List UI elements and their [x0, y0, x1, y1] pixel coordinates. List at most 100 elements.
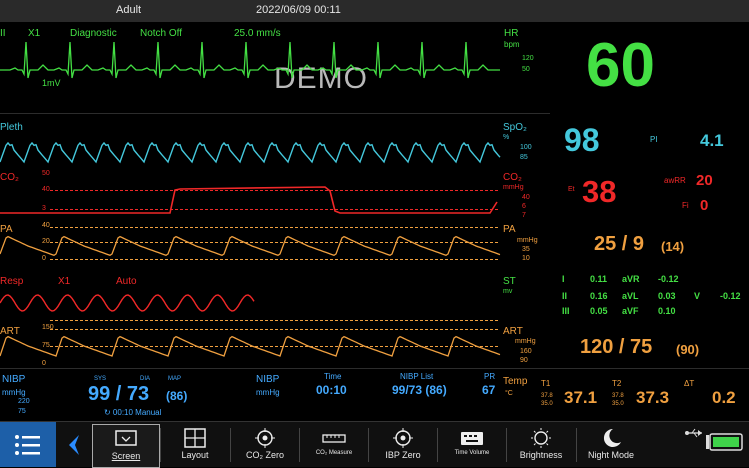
ecg-gain[interactable]: X1 [28, 28, 41, 39]
ecg-scale: 1mV [42, 78, 61, 88]
co2-unit-label: CO₂ [503, 172, 522, 183]
bottom-toolbar: Screen Layout CO₂ Zero CO₂ Measure [0, 421, 749, 468]
co2-zero-button[interactable]: CO₂ Zero [232, 424, 298, 466]
ecg-notch[interactable]: Notch Off [140, 28, 183, 39]
st-lead-label: aVL [622, 291, 639, 301]
art-unit-label: ART [503, 326, 523, 337]
st-lead-value: 0.05 [590, 306, 608, 316]
patient-type[interactable]: Adult [116, 4, 142, 16]
crosshair-icon [393, 428, 413, 448]
pa-value[interactable]: 25 / 9 [594, 233, 645, 255]
ecg-lead-label[interactable]: II [0, 28, 6, 39]
ibp-zero-button[interactable]: IBP Zero [370, 424, 436, 466]
time-volume-button[interactable]: Time Volume [439, 424, 505, 466]
co2-measure-button[interactable]: CO₂ Measure [301, 424, 367, 466]
art-label[interactable]: ART [0, 326, 20, 337]
separator [299, 428, 300, 462]
ecg-waveform [0, 41, 500, 79]
nibp-list-value[interactable]: 99/73 (86) [392, 383, 447, 397]
co2-grid-line [50, 190, 498, 191]
nibp-list-label[interactable]: NIBP List [400, 372, 434, 381]
st-lead-value: 0.11 [590, 274, 608, 284]
nibp-value[interactable]: 99 / 73 [88, 383, 150, 405]
pa-grid-line [50, 259, 498, 260]
art-scale-low: 0 [42, 360, 46, 367]
art-alarm-low: 90 [520, 357, 528, 364]
st-lead-value: -0.12 [720, 291, 741, 301]
hr-value[interactable]: 60 [586, 31, 655, 100]
pleth-label[interactable]: Pleth [0, 122, 23, 133]
main-menu-button[interactable] [0, 422, 56, 467]
t2-alarm-high: 37.8 [612, 393, 624, 399]
art-grid-line [50, 320, 498, 321]
usb-icon [685, 428, 702, 438]
nibp-label[interactable]: NIBP [2, 374, 26, 385]
co2-zero-label: CO₂ Zero [246, 450, 284, 460]
resp-gain[interactable]: X1 [58, 276, 71, 287]
art-scale-mid: 75 [42, 342, 50, 349]
screen-label: Screen [111, 451, 141, 461]
pa-mean: (14) [661, 239, 685, 254]
art-value[interactable]: 120 / 75 [580, 336, 653, 358]
pleth-waveform [0, 141, 501, 164]
pa-unit-label: PA [503, 224, 516, 235]
separator [576, 428, 577, 462]
menu-icon [15, 435, 40, 455]
art-unit: mmHg [515, 338, 536, 345]
pi-value: 4.1 [700, 131, 724, 150]
screen-button[interactable]: Screen [92, 424, 160, 468]
nibp-sys-label: SYS [94, 376, 107, 382]
st-lead-label: aVR [622, 274, 640, 284]
t2-alarm-low: 35.0 [612, 401, 624, 407]
nibp-alarm-low: 75 [18, 408, 26, 415]
spo2-label: SpO₂ [503, 122, 527, 133]
separator [0, 368, 749, 369]
brightness-button[interactable]: Brightness [508, 424, 574, 466]
layout-icon [184, 428, 206, 448]
temp-unit: °C [505, 390, 513, 397]
co2-scale-mid: 40 [42, 186, 50, 193]
co2-scale-top: 50 [42, 170, 50, 177]
t2-label: T2 [612, 379, 622, 388]
hr-unit: bpm [504, 40, 520, 49]
pa-grid-line [50, 242, 498, 243]
resp-mode[interactable]: Auto [116, 276, 137, 287]
t1-label: T1 [541, 379, 551, 388]
time-volume-label: Time Volume [454, 450, 490, 456]
t1-alarm-high: 37.8 [541, 393, 553, 399]
scroll-left-button[interactable] [64, 432, 84, 458]
separator [230, 428, 231, 462]
night-mode-label: Night Mode [587, 450, 635, 460]
spo2-value[interactable]: 98 [564, 122, 600, 158]
fico2-label: Fi [682, 201, 689, 210]
st-lead-label: I [562, 274, 565, 284]
etco2-value[interactable]: 38 [582, 174, 617, 209]
night-mode-button[interactable]: Night Mode [578, 424, 644, 466]
art-alarm-high: 160 [520, 348, 532, 355]
pr-label: PR [484, 372, 496, 381]
co2-alarm-low: 7 [522, 212, 526, 219]
co2-measure-label: CO₂ Measure [315, 450, 353, 456]
top-status-bar: Adult 2022/06/09 00:11 [0, 0, 749, 22]
resp-label[interactable]: Resp [0, 276, 24, 287]
layout-button[interactable]: Layout [162, 424, 228, 466]
spo2-unit: % [503, 134, 510, 141]
t1-alarm-low: 35.0 [541, 401, 553, 407]
st-lead-label: II [562, 291, 568, 301]
pa-grid-line [50, 227, 498, 228]
temp-label[interactable]: Temp [503, 376, 528, 387]
keyboard-icon [461, 432, 483, 445]
art-grid-line [50, 346, 498, 347]
co2-scale-low: 3 [42, 205, 46, 212]
pa-waveform [0, 235, 501, 257]
co2-label[interactable]: CO₂ [0, 172, 19, 183]
chevron-left-icon [69, 435, 79, 455]
ecg-filter[interactable]: Diagnostic [70, 28, 117, 39]
nibp-unit: mmHg [2, 388, 26, 397]
etco2-label: Et [568, 186, 575, 193]
moon-icon [603, 428, 621, 447]
nibp-time-label: Time [324, 372, 342, 381]
separator [0, 113, 550, 114]
ecg-speed[interactable]: 25.0 mm/s [234, 28, 281, 39]
pa-label[interactable]: PA [0, 224, 13, 235]
